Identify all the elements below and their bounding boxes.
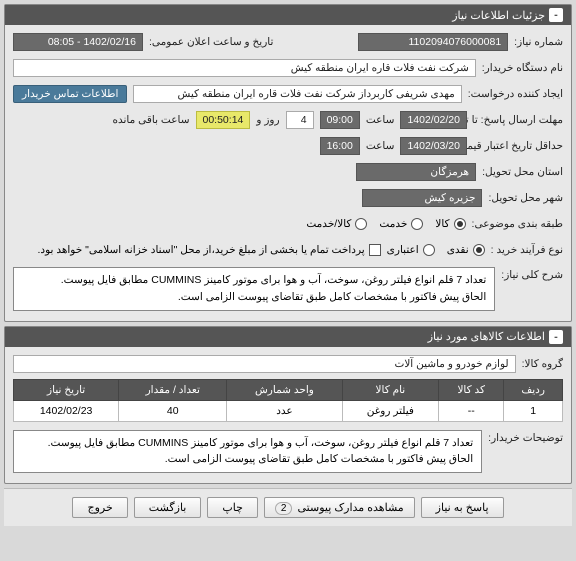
province-value: هرمزگان xyxy=(356,163,476,181)
button-bar: پاسخ به نیاز مشاهده مدارک پیوستی 2 چاپ ب… xyxy=(4,488,572,526)
col-unit: واحد شمارش xyxy=(227,379,342,400)
radio-service-label: خدمت xyxy=(379,218,407,230)
countdown: 00:50:14 xyxy=(196,111,251,129)
requester-label: ایجاد کننده درخواست: xyxy=(468,88,563,100)
print-button[interactable]: چاپ xyxy=(207,497,258,518)
group-label: گروه کالا: xyxy=(522,358,563,370)
valid-time-label: ساعت xyxy=(366,140,395,152)
days-left: 4 xyxy=(286,111,314,129)
exit-button[interactable]: خروج xyxy=(72,497,127,518)
cell-qty: 40 xyxy=(119,400,227,421)
check-treasury-label: پرداخت تمام یا بخشی از مبلغ خرید،از محل … xyxy=(37,244,364,256)
radio-goods-label: کالا xyxy=(435,218,449,230)
panel1-title: جزئیات اطلاعات نیاز xyxy=(452,9,545,22)
buyer-org-value: شرکت نفت فلات قاره ایران منطقه کیش xyxy=(13,59,476,77)
panel1-header[interactable]: - جزئیات اطلاعات نیاز xyxy=(5,5,571,25)
radio-both[interactable]: کالا/خدمت xyxy=(306,218,367,230)
radio-dot-icon xyxy=(355,218,367,230)
radio-dot-icon xyxy=(473,244,485,256)
valid-date: 1402/03/20 xyxy=(400,137,467,155)
radio-goods[interactable]: کالا xyxy=(435,218,465,230)
attachments-button[interactable]: مشاهده مدارک پیوستی 2 xyxy=(264,497,415,518)
summary-line1: تعداد 7 قلم انواع فیلتر روغن، سوخت، آب و… xyxy=(22,272,486,289)
radio-service[interactable]: خدمت xyxy=(379,218,423,230)
cell-code: -- xyxy=(439,400,504,421)
radio-cash-label: نقدی xyxy=(447,244,469,256)
panel-goods-info: - اطلاعات کالاهای مورد نیاز گروه کالا: ل… xyxy=(4,326,572,485)
radio-dot-icon xyxy=(423,244,435,256)
city-value: جزیره کیش xyxy=(362,189,482,207)
buyer-desc-line2: الحاق پیش فاکتور با مشخصات کامل طبق تقاض… xyxy=(22,451,473,468)
radio-both-label: کالا/خدمت xyxy=(306,218,351,230)
goods-table: ردیف کد کالا نام کالا واحد شمارش تعداد /… xyxy=(13,379,563,422)
group-value: لوازم خودرو و ماشین آلات xyxy=(13,355,516,373)
process-label: نوع فرآیند خرید : xyxy=(491,244,563,256)
attachments-label: مشاهده مدارک پیوستی xyxy=(298,502,404,514)
category-radio-group: کالا خدمت کالا/خدمت xyxy=(306,218,465,230)
col-row: ردیف xyxy=(504,379,563,400)
collapse-icon[interactable]: - xyxy=(549,330,563,344)
summary-label: شرح کلی نیاز: xyxy=(501,265,563,281)
announce-label: تاریخ و ساعت اعلان عمومی: xyxy=(149,36,273,48)
announce-value: 1402/02/16 - 08:05 xyxy=(13,33,143,51)
summary-line2: الحاق پیش فاکتور با مشخصات کامل طبق تقاض… xyxy=(22,289,486,306)
col-qty: تعداد / مقدار xyxy=(119,379,227,400)
remain-label: ساعت باقی مانده xyxy=(112,114,189,126)
deadline-date: 1402/02/20 xyxy=(400,111,467,129)
contact-button[interactable]: اطلاعات تماس خریدار xyxy=(13,85,127,103)
process-radio-group: نقدی اعتباری xyxy=(387,244,485,256)
need-no-value: 1102094076000081 xyxy=(358,33,508,51)
panel2-title: اطلاعات کالاهای مورد نیاز xyxy=(428,330,545,343)
col-needdate: تاریخ نیاز xyxy=(14,379,119,400)
valid-time: 16:00 xyxy=(320,137,360,155)
radio-cash[interactable]: نقدی xyxy=(447,244,485,256)
buyer-desc-box: تعداد 7 قلم انواع فیلتر روغن، سوخت، آب و… xyxy=(13,430,482,474)
days-left-label: روز و xyxy=(256,114,279,126)
panel-need-details: - جزئیات اطلاعات نیاز شماره نیاز: 110209… xyxy=(4,4,572,322)
radio-credit[interactable]: اعتباری xyxy=(387,244,435,256)
back-button[interactable]: بازگشت xyxy=(134,497,202,518)
radio-credit-label: اعتباری xyxy=(387,244,419,256)
radio-dot-icon xyxy=(454,218,466,230)
cell-date: 1402/02/23 xyxy=(14,400,119,421)
deadline-time: 09:00 xyxy=(320,111,360,129)
cell-rownum: 1 xyxy=(504,400,563,421)
col-pname: نام کالا xyxy=(342,379,439,400)
reply-button[interactable]: پاسخ به نیاز xyxy=(421,497,504,518)
city-label: شهر محل تحویل: xyxy=(488,192,563,204)
need-no-label: شماره نیاز: xyxy=(514,36,563,48)
buyer-desc-line1: تعداد 7 قلم انواع فیلتر روغن، سوخت، آب و… xyxy=(22,435,473,452)
checkbox-icon xyxy=(369,244,381,256)
deadline-label: مهلت ارسال پاسخ: تا تاریخ: xyxy=(473,114,563,126)
province-label: استان محل تحویل: xyxy=(482,166,563,178)
panel2-header[interactable]: - اطلاعات کالاهای مورد نیاز xyxy=(5,327,571,347)
radio-dot-icon xyxy=(411,218,423,230)
cell-pname: فیلتر روغن xyxy=(342,400,439,421)
deadline-time-label: ساعت xyxy=(366,114,395,126)
attachments-count: 2 xyxy=(275,502,293,515)
check-treasury[interactable]: پرداخت تمام یا بخشی از مبلغ خرید،از محل … xyxy=(37,244,380,256)
collapse-icon[interactable]: - xyxy=(549,8,563,22)
table-row[interactable]: 1 -- فیلتر روغن عدد 40 1402/02/23 xyxy=(14,400,563,421)
buyer-desc-label: توضیحات خریدار: xyxy=(488,428,563,444)
cell-unit: عدد xyxy=(227,400,342,421)
requester-value: مهدی شریفی کاربرداز شرکت نفت فلات قاره ا… xyxy=(133,85,461,103)
valid-label: حداقل تاریخ اعتبار قیمت: تا تاریخ: xyxy=(473,140,563,152)
category-label: طبقه بندی موضوعی: xyxy=(472,218,563,230)
summary-box: تعداد 7 قلم انواع فیلتر روغن، سوخت، آب و… xyxy=(13,267,495,311)
buyer-org-label: نام دستگاه خریدار: xyxy=(482,62,563,74)
col-code: کد کالا xyxy=(439,379,504,400)
